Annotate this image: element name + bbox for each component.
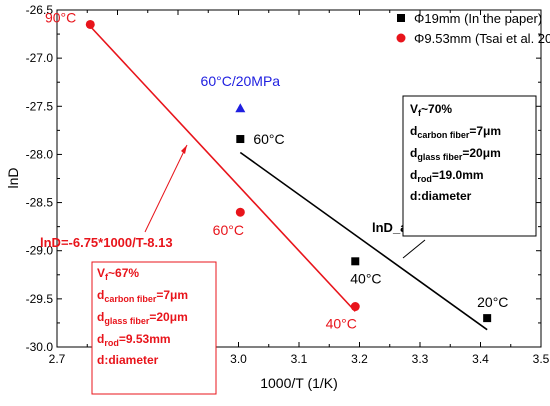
red-equation-arrowhead [181,145,187,154]
legend-label-phi19: Φ19mm (In the paper) [414,11,542,26]
red-info-box-frame [91,261,217,395]
y-tick-label: -29.0 [26,244,54,258]
legend-marker-square [397,14,405,22]
fit-line-black [239,151,488,331]
red-info-box: Vf~67% dcarbon fiber=7μm dglass fiber=20… [91,261,217,395]
x-tick-label: 3.5 [533,352,550,366]
black-info-box: Vf~70% dcarbon fiber=7μm dglass fiber=20… [402,95,537,237]
point-label: 60°C/20MPa [201,73,281,89]
x-tick-label: 2.7 [49,352,66,366]
point-label: 20°C [477,294,508,310]
x-tick-label: 3.3 [412,352,429,366]
red-fit-equation: lnD=-6.75*1000/T-8.13 [40,235,173,250]
y-tick-label: -27.5 [26,99,54,113]
point-label: 90°C [45,9,76,25]
black-box-d-note: d:diameter [410,189,472,203]
black-box-d-carbon: dcarbon fiber=7μm [410,124,501,140]
y-axis-title: lnD [5,167,21,188]
y-tick-label: -27.0 [26,51,54,65]
y-tick-label: -29.5 [26,292,54,306]
point-label: 40°C [326,316,357,332]
y-tick-label: -28.0 [26,147,54,161]
y-tick-label: -30.0 [26,340,54,354]
data-point-square [236,135,245,144]
point-label: 40°C [350,270,381,286]
x-axis-title: 1000/T (1/K) [260,375,338,391]
data-point-circle [85,19,95,29]
x-tick-label: 3.1 [291,352,308,366]
black-info-box-frame [402,95,537,237]
red-box-d-note: d:diameter [97,353,159,367]
point-label: 60°C [253,131,284,147]
data-marks [85,19,492,323]
black-equation-arrow [402,239,426,259]
x-tick-label: 3.0 [230,352,247,366]
data-point-square [351,257,360,266]
axis-ticks [56,9,542,348]
x-tick-label: 3.2 [351,352,368,366]
legend: Φ19mm (In the paper) Φ9.53mm (Tsai et al… [396,11,550,46]
data-point-circle [235,207,245,217]
legend-marker-circle [396,33,406,43]
x-tick-label: 3.4 [472,352,489,366]
data-point-triangle [235,103,246,113]
point-label: 60°C [213,222,244,238]
fit-line-red [89,25,356,312]
black-box-vf: Vf~70% [410,102,452,118]
data-point-square [483,314,492,323]
y-tick-label: -26.5 [26,3,54,17]
y-tick-label: -28.5 [26,196,54,210]
red-box-vf: Vf~67% [97,266,139,282]
data-point-circle [350,302,360,312]
red-equation-arrow [144,144,188,233]
legend-label-phi953: Φ9.53mm (Tsai et al. 2009) [414,31,550,46]
point-labels: 60°C 40°C 20°C 90°C 60°C 40°C 60°C/20MPa [45,9,508,331]
